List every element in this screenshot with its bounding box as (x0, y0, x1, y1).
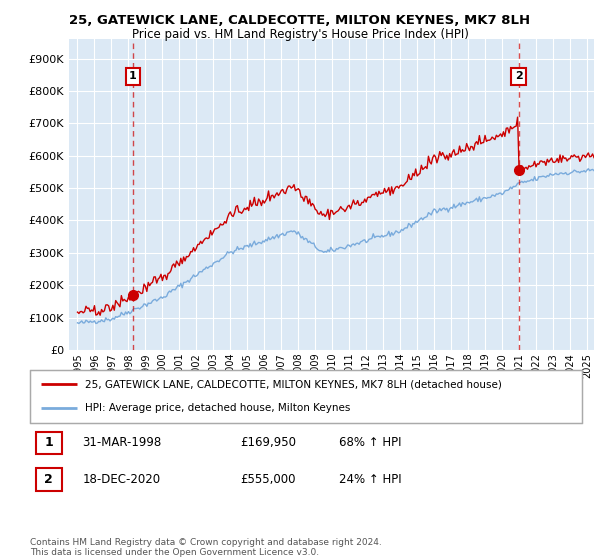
Text: 24% ↑ HPI: 24% ↑ HPI (339, 473, 402, 486)
Text: £555,000: £555,000 (240, 473, 295, 486)
Text: 2: 2 (515, 72, 523, 82)
Text: 1: 1 (44, 436, 53, 450)
FancyBboxPatch shape (35, 468, 62, 491)
Text: 68% ↑ HPI: 68% ↑ HPI (339, 436, 401, 450)
Text: 18-DEC-2020: 18-DEC-2020 (82, 473, 161, 486)
Text: 25, GATEWICK LANE, CALDECOTTE, MILTON KEYNES, MK7 8LH (detached house): 25, GATEWICK LANE, CALDECOTTE, MILTON KE… (85, 380, 502, 390)
Text: 25, GATEWICK LANE, CALDECOTTE, MILTON KEYNES, MK7 8LH: 25, GATEWICK LANE, CALDECOTTE, MILTON KE… (70, 14, 530, 27)
Text: Contains HM Land Registry data © Crown copyright and database right 2024.
This d: Contains HM Land Registry data © Crown c… (30, 538, 382, 557)
Text: 31-MAR-1998: 31-MAR-1998 (82, 436, 161, 450)
Text: £169,950: £169,950 (240, 436, 296, 450)
FancyBboxPatch shape (35, 432, 62, 454)
Text: Price paid vs. HM Land Registry's House Price Index (HPI): Price paid vs. HM Land Registry's House … (131, 28, 469, 41)
Text: 2: 2 (44, 473, 53, 486)
Text: 1: 1 (129, 72, 137, 82)
Text: HPI: Average price, detached house, Milton Keynes: HPI: Average price, detached house, Milt… (85, 403, 350, 413)
